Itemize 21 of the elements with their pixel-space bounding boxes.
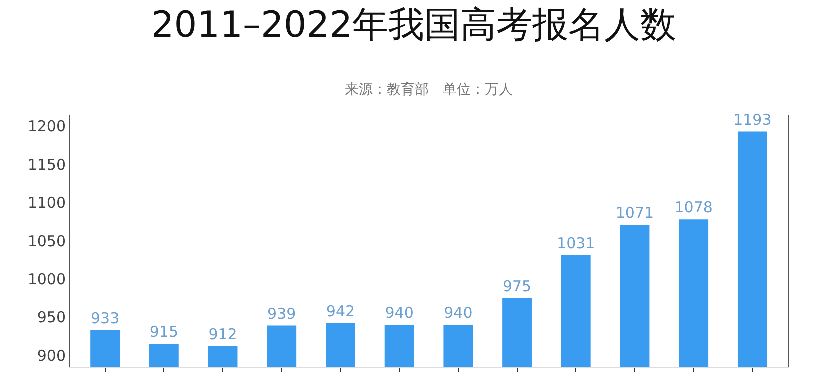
y-tick-label: 1050 [28, 232, 66, 250]
data-label: 912 [208, 325, 238, 344]
data-label: 915 [150, 323, 178, 342]
data-label: 942 [326, 302, 356, 320]
data-label: 1078 [674, 198, 713, 217]
y-tick-label: 950 [37, 308, 66, 327]
y-tick-label: 1200 [28, 118, 66, 136]
data-label: 940 [385, 304, 414, 322]
y-tick-label: 900 [37, 346, 66, 365]
data-label: 1071 [616, 204, 654, 222]
y-tick-label: 1100 [28, 194, 66, 212]
y-tick-label: 1000 [28, 270, 66, 288]
data-label: 933 [90, 309, 120, 328]
y-tick-label: 1150 [28, 156, 66, 174]
chart-subtitle: 来源：教育部 单位：万人 [345, 81, 513, 98]
chart-title: 2011–2022年我国高考报名人数 [151, 4, 677, 46]
data-label: 939 [268, 304, 296, 323]
data-label: 1193 [734, 110, 772, 129]
data-label: 1031 [557, 234, 596, 253]
data-label: 940 [444, 304, 473, 322]
data-label: 975 [502, 277, 532, 296]
